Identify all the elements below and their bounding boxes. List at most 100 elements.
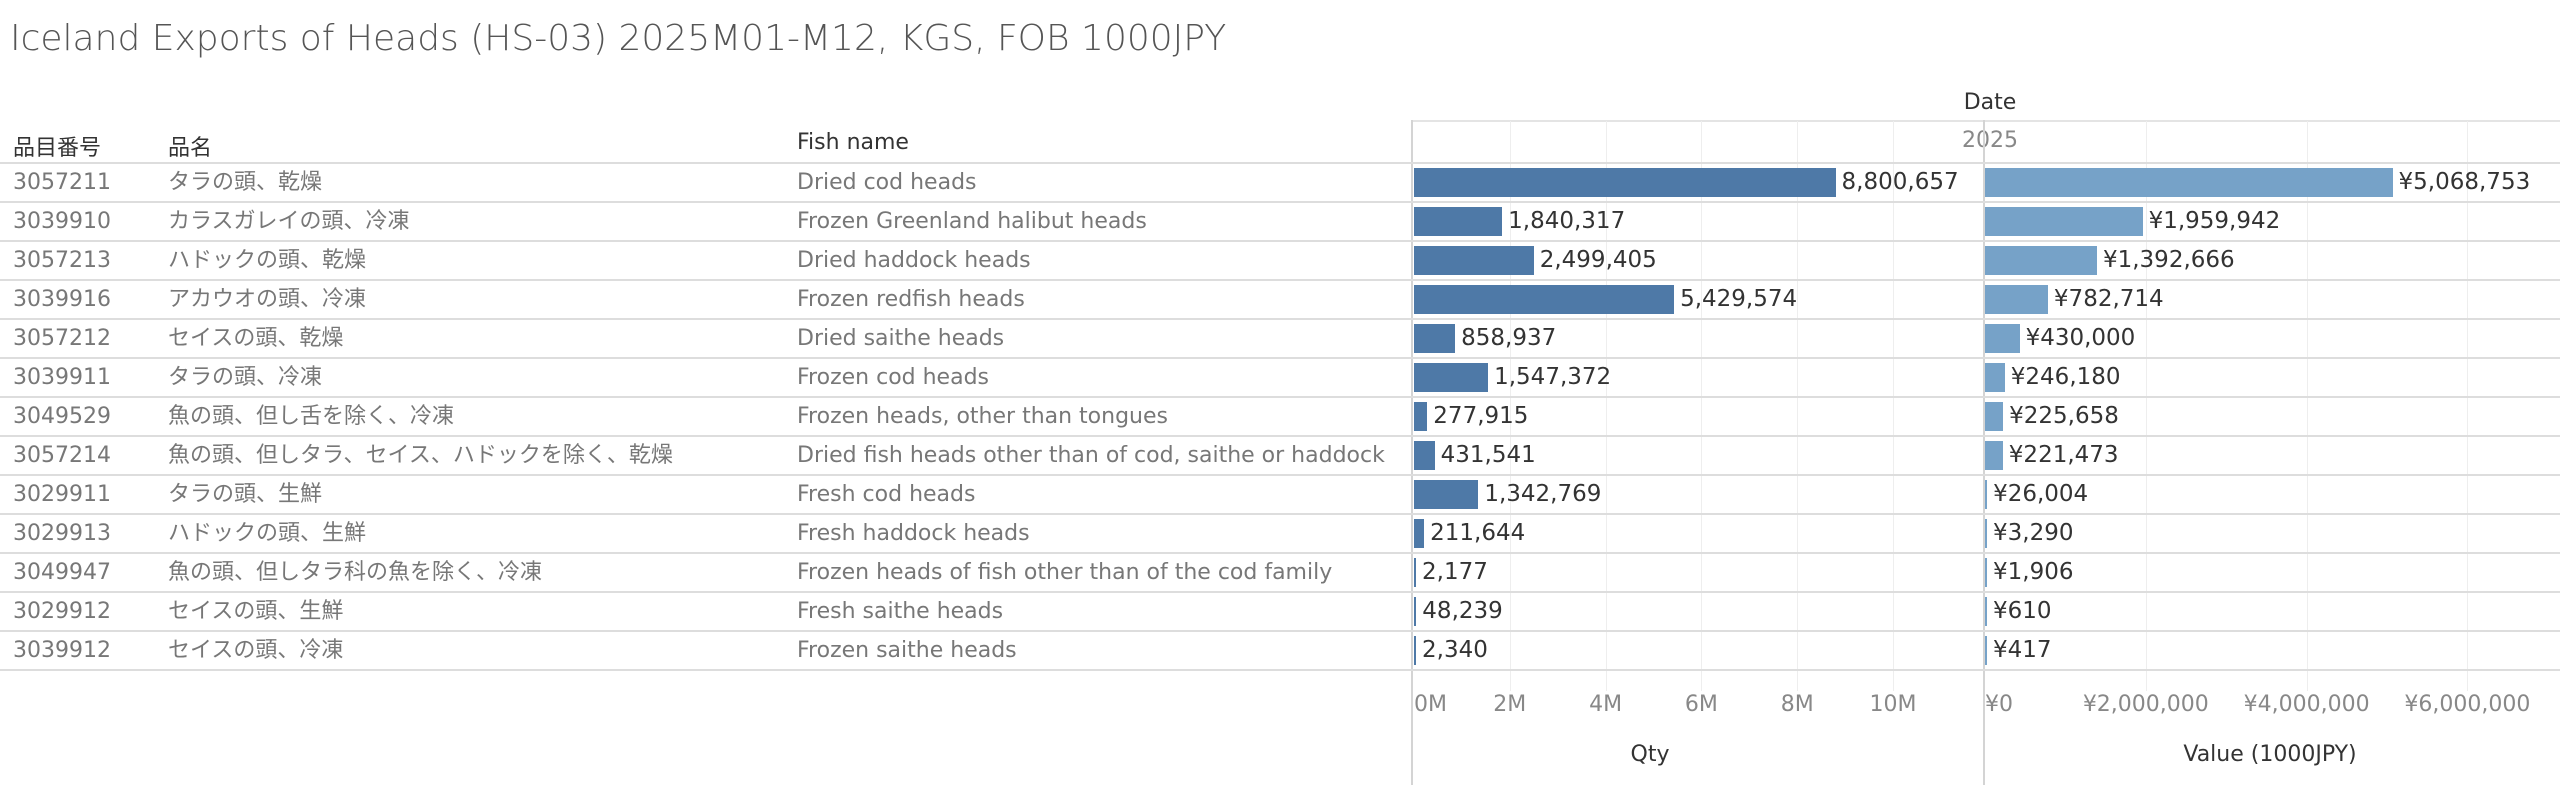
- code-column-header[interactable]: 品目番号: [13, 136, 102, 161]
- row-divider: [0, 669, 2560, 671]
- value-value-label: ¥1,959,942: [2148, 208, 2281, 234]
- qty-bar[interactable]: [1414, 168, 1836, 197]
- qty-bar[interactable]: [1414, 480, 1479, 509]
- row-code: 3039910: [13, 209, 111, 234]
- row-fish-name: Frozen saithe heads: [797, 638, 1017, 663]
- value-bar[interactable]: [1985, 324, 2020, 353]
- value-value-label: ¥610: [1993, 598, 2052, 624]
- year-header-line: [1412, 120, 2560, 122]
- row-name-ja: カラスガレイの頭、冷凍: [168, 209, 410, 234]
- row-divider: [0, 474, 2560, 476]
- row-code: 3049529: [13, 404, 111, 429]
- value-tick-label: ¥0: [1985, 692, 2013, 717]
- qty-bar[interactable]: [1414, 441, 1435, 470]
- row-divider: [0, 201, 2560, 203]
- value-bar[interactable]: [1985, 636, 1987, 665]
- row-fish-name: Frozen heads, other than tongues: [797, 404, 1168, 429]
- row-code: 3039912: [13, 638, 111, 663]
- value-tick-label: ¥6,000,000: [2404, 692, 2531, 717]
- row-fish-name: Fresh haddock heads: [797, 521, 1030, 546]
- qty-value-label: 277,915: [1433, 403, 1529, 429]
- row-code: 3057213: [13, 248, 111, 273]
- row-divider: [0, 279, 2560, 281]
- row-name-ja: セイスの頭、乾燥: [168, 326, 344, 351]
- row-fish-name: Dried cod heads: [797, 170, 977, 195]
- year-header: 2025: [1962, 128, 2018, 153]
- row-divider: [0, 162, 2560, 164]
- row-divider: [0, 435, 2560, 437]
- qty-tick-label: 8M: [1780, 692, 1814, 717]
- qty-bar[interactable]: [1414, 558, 1416, 587]
- row-code: 3029912: [13, 599, 111, 624]
- row-fish-name: Frozen heads of fish other than of the c…: [797, 560, 1333, 585]
- row-code: 3029913: [13, 521, 111, 546]
- qty-tick-label: 6M: [1684, 692, 1718, 717]
- row-name-ja: タラの頭、乾燥: [168, 170, 323, 195]
- row-divider: [0, 630, 2560, 632]
- row-fish-name: Dried saithe heads: [797, 326, 1005, 351]
- row-name-ja: ハドックの頭、生鮮: [168, 521, 367, 546]
- value-bar[interactable]: [1985, 558, 1987, 587]
- qty-bar[interactable]: [1414, 246, 1534, 275]
- qty-tick-label: 2M: [1493, 692, 1527, 717]
- value-gridline: [2306, 121, 2308, 691]
- row-fish-name: Frozen redfish heads: [797, 287, 1025, 312]
- qty-gridline: [1509, 121, 1511, 691]
- qty-bar[interactable]: [1414, 324, 1456, 353]
- row-name-ja: 魚の頭、但しタラ科の魚を除く、冷凍: [168, 560, 543, 585]
- qty-bar[interactable]: [1414, 363, 1489, 392]
- value-bar[interactable]: [1985, 246, 2097, 275]
- qty-bar[interactable]: [1414, 519, 1425, 548]
- row-fish-name: Fresh cod heads: [797, 482, 976, 507]
- qty-bar[interactable]: [1414, 285, 1675, 314]
- value-bar[interactable]: [1985, 168, 2393, 197]
- value-value-label: ¥26,004: [1993, 481, 2089, 507]
- qty-value-label: 1,342,769: [1484, 481, 1602, 507]
- value-value-label: ¥5,068,753: [2398, 169, 2531, 195]
- value-gridline: [2467, 121, 2469, 691]
- row-divider: [0, 552, 2560, 554]
- row-divider: [0, 357, 2560, 359]
- qty-gridline: [1701, 121, 1703, 691]
- qty-tick-label: 10M: [1869, 692, 1917, 717]
- value-value-label: ¥221,473: [2008, 442, 2119, 468]
- row-name-ja: アカウオの頭、冷凍: [168, 287, 367, 312]
- value-value-label: ¥3,290: [1993, 520, 2074, 546]
- value-value-label: ¥1,392,666: [2102, 247, 2235, 273]
- value-value-label: ¥225,658: [2009, 403, 2119, 429]
- value-bar[interactable]: [1985, 285, 2048, 314]
- value-bar[interactable]: [1985, 207, 2143, 236]
- row-code: 3029911: [13, 482, 111, 507]
- row-divider: [0, 318, 2560, 320]
- value-bar[interactable]: [1985, 402, 2004, 431]
- row-name-ja: タラの頭、生鮮: [168, 482, 323, 507]
- row-name-ja: タラの頭、冷凍: [168, 365, 323, 390]
- row-code: 3039911: [13, 365, 111, 390]
- qty-bar[interactable]: [1414, 597, 1417, 626]
- qty-tick-label: 4M: [1589, 692, 1623, 717]
- qty-panel-divider: [1411, 120, 1413, 785]
- value-tick-label: ¥2,000,000: [2082, 692, 2209, 717]
- value-bar[interactable]: [1985, 363, 2005, 392]
- qty-bar[interactable]: [1414, 402, 1428, 431]
- chart-title: Iceland Exports of Heads (HS-03) 2025M01…: [10, 18, 1227, 59]
- qty-tick-label: 0M: [1414, 692, 1447, 717]
- name-ja-column-header[interactable]: 品名: [168, 136, 213, 161]
- value-bar[interactable]: [1985, 441, 2003, 470]
- row-code: 3049947: [13, 560, 111, 585]
- row-code: 3057212: [13, 326, 111, 351]
- qty-gridline: [1605, 121, 1607, 691]
- fish-name-column-header[interactable]: Fish name: [797, 130, 909, 155]
- qty-value-label: 2,499,405: [1539, 247, 1657, 273]
- qty-value-label: 5,429,574: [1680, 286, 1798, 312]
- qty-value-label: 858,937: [1461, 325, 1557, 351]
- value-bar[interactable]: [1985, 480, 1988, 509]
- qty-value-label: 2,340: [1422, 637, 1488, 663]
- value-bar[interactable]: [1985, 597, 1987, 626]
- value-value-label: ¥246,180: [2010, 364, 2121, 390]
- value-bar[interactable]: [1985, 519, 1987, 548]
- qty-bar[interactable]: [1414, 636, 1416, 665]
- row-fish-name: Dried haddock heads: [797, 248, 1031, 273]
- value-tick-label: ¥4,000,000: [2243, 692, 2370, 717]
- qty-bar[interactable]: [1414, 207, 1503, 236]
